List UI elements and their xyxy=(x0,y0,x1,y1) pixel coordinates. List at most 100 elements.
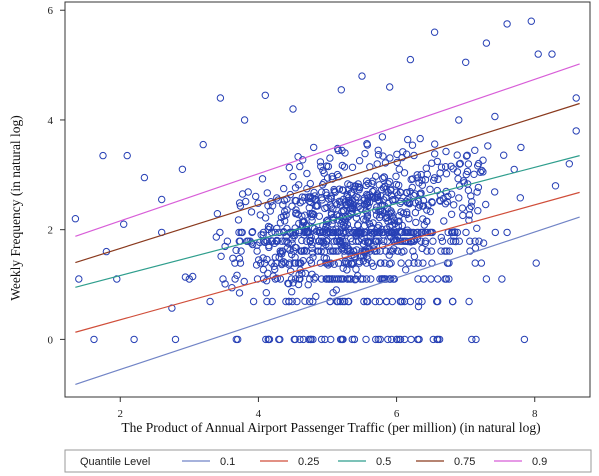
y-tick-label: 2 xyxy=(48,225,54,237)
data-point xyxy=(467,192,475,200)
data-point xyxy=(517,143,525,152)
data-point xyxy=(400,335,409,344)
data-point xyxy=(453,168,462,176)
data-point xyxy=(261,214,270,222)
data-point xyxy=(123,151,131,160)
data-point xyxy=(343,200,351,209)
data-point xyxy=(370,228,378,237)
data-point xyxy=(414,275,422,283)
data-point xyxy=(414,259,422,267)
data-point xyxy=(298,193,306,201)
data-point xyxy=(233,271,241,279)
data-point xyxy=(323,237,331,245)
data-point xyxy=(455,116,463,124)
data-point xyxy=(327,194,335,203)
data-point xyxy=(281,259,289,267)
data-point xyxy=(338,161,346,170)
data-point xyxy=(309,335,317,344)
data-point xyxy=(466,247,474,255)
data-point xyxy=(491,112,499,121)
data-point xyxy=(418,297,426,306)
data-point xyxy=(120,220,128,228)
data-point xyxy=(335,237,343,245)
data-point xyxy=(458,204,467,212)
data-point xyxy=(280,184,288,193)
data-point xyxy=(474,207,482,215)
data-point xyxy=(305,194,314,203)
data-point xyxy=(296,266,304,274)
data-point xyxy=(400,297,409,306)
data-point xyxy=(419,196,428,205)
data-point xyxy=(247,239,256,247)
data-point xyxy=(71,215,80,223)
data-point xyxy=(235,289,244,297)
data-point xyxy=(379,152,387,160)
data-point xyxy=(271,265,279,274)
data-point xyxy=(278,237,286,245)
data-point xyxy=(265,241,273,250)
data-point xyxy=(421,176,430,184)
data-point xyxy=(307,335,315,344)
data-point xyxy=(453,228,462,237)
data-point xyxy=(317,162,325,171)
data-point xyxy=(301,297,309,305)
data-point xyxy=(278,260,286,269)
data-point xyxy=(475,237,483,245)
data-point xyxy=(474,183,483,192)
data-point xyxy=(572,94,580,102)
data-point xyxy=(466,237,474,245)
data-point xyxy=(500,151,508,159)
data-point xyxy=(283,244,291,252)
data-point xyxy=(306,237,314,245)
quantile-lines-layer xyxy=(75,63,580,385)
data-point xyxy=(264,222,273,231)
data-point xyxy=(409,247,417,255)
data-point xyxy=(379,196,388,204)
data-point xyxy=(344,275,352,283)
data-point xyxy=(477,259,486,267)
data-point xyxy=(338,208,346,216)
data-point xyxy=(346,247,354,255)
y-tick-label: 6 xyxy=(48,5,54,17)
data-point xyxy=(298,212,306,220)
data-point xyxy=(516,194,524,202)
data-point xyxy=(247,208,256,216)
data-point xyxy=(532,259,540,267)
data-point xyxy=(364,179,372,188)
data-point xyxy=(357,275,365,283)
data-point xyxy=(140,173,149,182)
data-point xyxy=(307,241,316,249)
data-point xyxy=(352,275,360,283)
data-point xyxy=(292,209,300,217)
data-point xyxy=(386,83,394,91)
data-point xyxy=(276,335,284,344)
data-point xyxy=(252,261,261,269)
data-point xyxy=(397,259,405,267)
data-point xyxy=(285,297,293,306)
data-point xyxy=(310,225,319,233)
data-point xyxy=(236,202,245,210)
data-point xyxy=(403,210,411,219)
data-point xyxy=(356,184,364,192)
data-point xyxy=(263,297,271,306)
data-point xyxy=(235,228,243,237)
data-point xyxy=(329,213,338,222)
data-point xyxy=(266,223,274,232)
data-point xyxy=(317,275,326,283)
data-point xyxy=(262,289,270,297)
data-point xyxy=(442,147,450,156)
data-point xyxy=(351,182,359,190)
data-point xyxy=(221,280,229,288)
data-point xyxy=(292,197,300,205)
legend-entry-label: 0.5 xyxy=(376,456,391,468)
data-point xyxy=(352,193,360,201)
data-point xyxy=(447,162,455,171)
data-point xyxy=(464,160,473,168)
data-point xyxy=(275,228,283,237)
data-point xyxy=(336,335,345,344)
data-point xyxy=(234,216,243,224)
data-point xyxy=(419,215,427,223)
data-point xyxy=(462,58,470,66)
data-point xyxy=(213,210,222,218)
data-point xyxy=(362,275,371,283)
